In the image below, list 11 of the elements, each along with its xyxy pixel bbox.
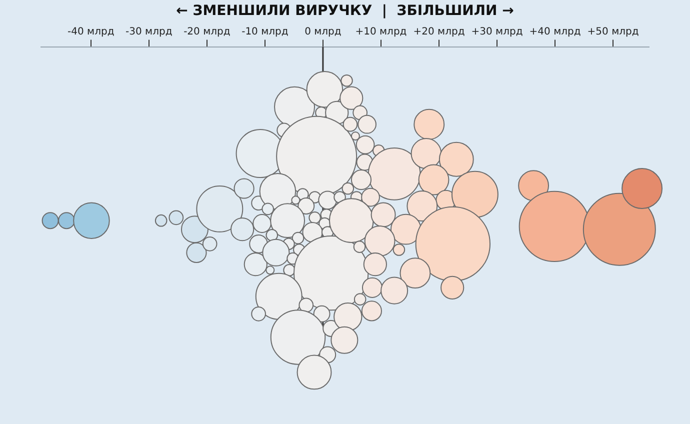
chart-title: ← ЗМЕНШИЛИ ВИРУЧКУ | ЗБІЛЬШИЛИ →	[176, 3, 514, 20]
x-tick-label: 0 млрд	[304, 26, 342, 38]
x-tick-label: +10 млрд	[355, 26, 407, 38]
x-tick-label: +40 млрд	[529, 26, 581, 38]
x-tick-label: -10 млрд	[242, 26, 288, 38]
x-tick-label: +30 млрд	[471, 26, 523, 38]
x-tick-label: -40 млрд	[68, 26, 114, 38]
x-tick-label: -30 млрд	[126, 26, 172, 38]
x-tick-label: -20 млрд	[184, 26, 230, 38]
x-tick-label: +50 млрд	[587, 26, 639, 38]
x-tick-label: +20 млрд	[413, 26, 465, 38]
